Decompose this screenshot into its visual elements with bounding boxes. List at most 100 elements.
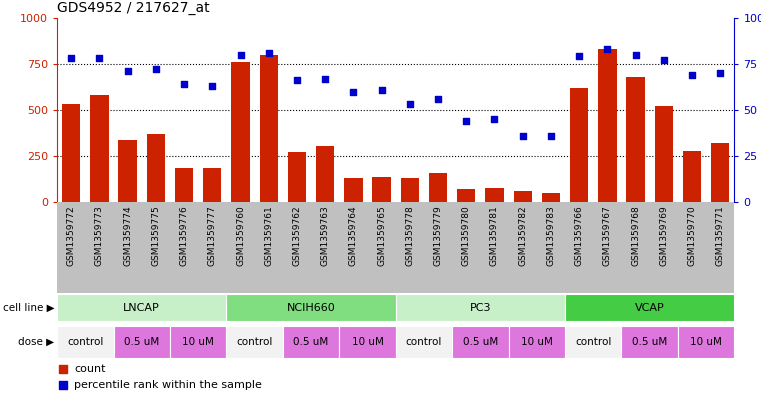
Text: GSM1359764: GSM1359764 xyxy=(349,205,358,266)
Bar xyxy=(62,105,81,202)
Bar xyxy=(683,151,701,202)
Bar xyxy=(170,326,227,358)
Bar xyxy=(452,326,508,358)
Point xyxy=(714,70,726,76)
Bar xyxy=(344,178,362,202)
Point xyxy=(291,77,303,84)
Point xyxy=(293,320,305,326)
Text: control: control xyxy=(575,337,611,347)
Text: NCIH660: NCIH660 xyxy=(287,303,336,312)
Text: GDS4952 / 217627_at: GDS4952 / 217627_at xyxy=(57,1,210,15)
Text: GSM1359766: GSM1359766 xyxy=(575,205,584,266)
Text: GSM1359760: GSM1359760 xyxy=(236,205,245,266)
Bar xyxy=(57,294,227,321)
Text: GSM1359763: GSM1359763 xyxy=(320,205,330,266)
Text: PC3: PC3 xyxy=(470,303,491,312)
Bar xyxy=(91,95,109,202)
Text: GSM1359769: GSM1359769 xyxy=(659,205,668,266)
Point xyxy=(460,118,473,124)
Text: dose ▶: dose ▶ xyxy=(18,337,54,347)
Bar xyxy=(508,326,565,358)
Point xyxy=(432,96,444,102)
Text: GSM1359781: GSM1359781 xyxy=(490,205,499,266)
Text: 10 uM: 10 uM xyxy=(690,337,722,347)
Bar xyxy=(119,140,137,202)
Text: GSM1359776: GSM1359776 xyxy=(180,205,189,266)
Text: GSM1359771: GSM1359771 xyxy=(716,205,724,266)
Text: count: count xyxy=(74,364,106,374)
Bar xyxy=(565,294,734,321)
Bar xyxy=(400,178,419,202)
Text: GSM1359775: GSM1359775 xyxy=(151,205,161,266)
Bar xyxy=(283,326,339,358)
Point xyxy=(94,55,106,61)
Bar xyxy=(227,326,283,358)
Bar xyxy=(339,326,396,358)
Point xyxy=(347,88,359,95)
Bar xyxy=(678,326,734,358)
Point xyxy=(178,81,190,87)
Text: 0.5 uM: 0.5 uM xyxy=(463,337,498,347)
Text: GSM1359762: GSM1359762 xyxy=(292,205,301,266)
Bar xyxy=(316,146,334,202)
Text: GSM1359778: GSM1359778 xyxy=(406,205,414,266)
Text: control: control xyxy=(406,337,442,347)
Point xyxy=(404,101,416,108)
Bar xyxy=(654,107,673,202)
Text: GSM1359765: GSM1359765 xyxy=(377,205,386,266)
Bar xyxy=(570,88,588,202)
Bar xyxy=(598,49,616,202)
Bar xyxy=(231,62,250,202)
Point xyxy=(375,86,387,93)
Bar xyxy=(288,152,306,202)
Bar xyxy=(175,168,193,202)
Text: GSM1359767: GSM1359767 xyxy=(603,205,612,266)
Bar xyxy=(514,191,532,202)
Text: 10 uM: 10 uM xyxy=(182,337,214,347)
Bar xyxy=(711,143,730,202)
Bar xyxy=(396,294,565,321)
Text: GSM1359779: GSM1359779 xyxy=(434,205,443,266)
Point xyxy=(686,72,698,78)
Text: 10 uM: 10 uM xyxy=(521,337,552,347)
Point xyxy=(517,133,529,139)
Text: GSM1359782: GSM1359782 xyxy=(518,205,527,266)
Bar xyxy=(372,176,391,202)
Text: VCAP: VCAP xyxy=(635,303,664,312)
Text: cell line ▶: cell line ▶ xyxy=(2,303,54,312)
Text: GSM1359773: GSM1359773 xyxy=(95,205,104,266)
Text: 0.5 uM: 0.5 uM xyxy=(124,337,159,347)
Text: 10 uM: 10 uM xyxy=(352,337,384,347)
Text: GSM1359780: GSM1359780 xyxy=(462,205,471,266)
Text: GSM1359768: GSM1359768 xyxy=(631,205,640,266)
Point xyxy=(263,50,275,56)
Bar xyxy=(429,173,447,202)
Bar xyxy=(542,193,560,202)
Point xyxy=(489,116,501,122)
Point xyxy=(629,51,642,58)
Bar xyxy=(565,326,622,358)
Point xyxy=(658,57,670,63)
Text: LNCAP: LNCAP xyxy=(123,303,160,312)
Point xyxy=(206,83,218,89)
Bar xyxy=(227,294,396,321)
Bar xyxy=(457,189,476,202)
Bar xyxy=(57,326,113,358)
Point xyxy=(65,55,78,61)
Bar xyxy=(147,134,165,202)
Text: GSM1359770: GSM1359770 xyxy=(687,205,696,266)
Text: GSM1359761: GSM1359761 xyxy=(264,205,273,266)
Text: 0.5 uM: 0.5 uM xyxy=(294,337,329,347)
Point xyxy=(601,46,613,52)
Bar xyxy=(622,326,678,358)
Point xyxy=(573,53,585,60)
Point xyxy=(545,133,557,139)
Text: GSM1359774: GSM1359774 xyxy=(123,205,132,266)
Bar xyxy=(626,77,645,202)
Text: control: control xyxy=(237,337,272,347)
Point xyxy=(319,75,331,82)
Text: percentile rank within the sample: percentile rank within the sample xyxy=(74,380,262,390)
Bar xyxy=(396,326,452,358)
Text: GSM1359777: GSM1359777 xyxy=(208,205,217,266)
Text: 0.5 uM: 0.5 uM xyxy=(632,337,667,347)
